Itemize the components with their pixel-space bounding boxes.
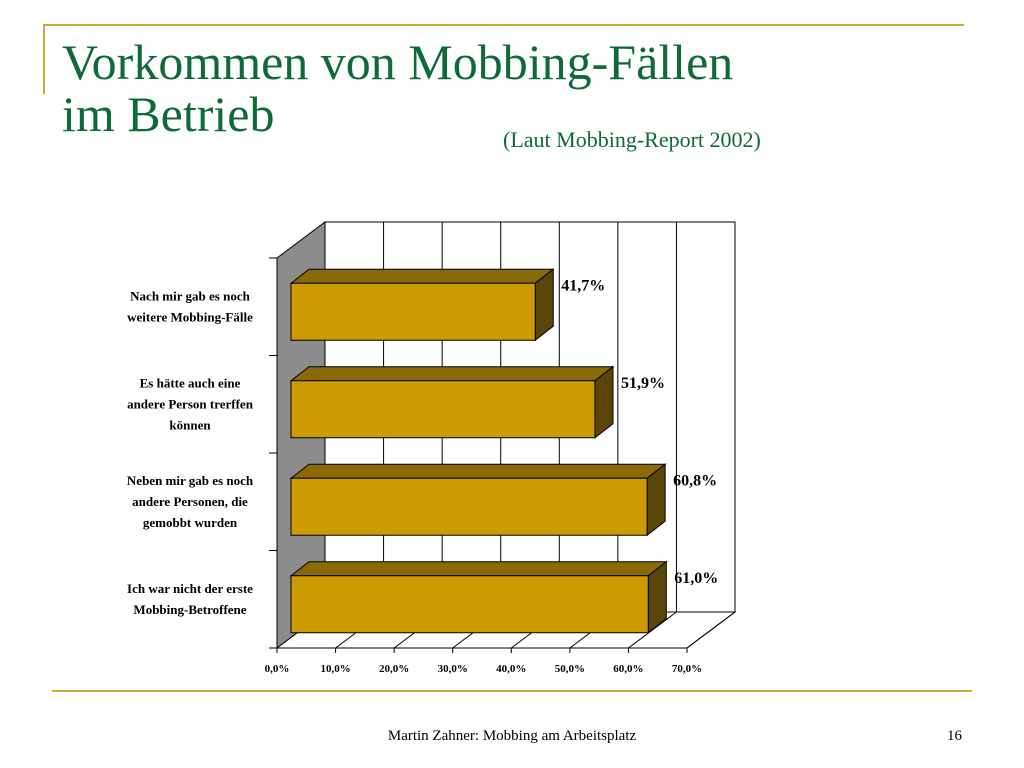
category-label-line: Es hätte auch eine — [140, 375, 241, 390]
x-tick-label: 40,0% — [496, 663, 526, 675]
category-label-line: Neben mir gab es noch — [127, 473, 254, 488]
x-tick-label: 30,0% — [438, 663, 468, 675]
category-label-line: gemobbt wurden — [143, 515, 238, 530]
bar-top-face — [289, 561, 668, 577]
bar — [290, 380, 596, 439]
footer-rule — [52, 690, 972, 692]
footer-text: Martin Zahner: Mobbing am Arbeitsplatz — [387, 728, 637, 744]
category-label: Nach mir gab es noch weitere Mobbing-Fäll… — [127, 288, 253, 324]
title-line-2: im Betrieb — [62, 86, 275, 142]
bar-top-face — [289, 366, 615, 382]
x-tick-label: 60,0% — [613, 663, 643, 675]
category-label-line: andere Person trerffen — [127, 396, 254, 411]
slide-title: Vorkommen von Mobbing-Fällen im Betrieb — [62, 36, 733, 140]
x-tick-label: 10,0% — [320, 663, 350, 675]
category-label-line: können — [169, 417, 211, 432]
title-line-1: Vorkommen von Mobbing-Fällen — [62, 34, 734, 90]
x-tick-label: 0,0% — [265, 663, 290, 675]
bar — [290, 477, 648, 536]
category-label: Neben mir gab es noch andere Personen, di… — [127, 473, 254, 530]
bar-top-face — [289, 268, 555, 284]
bar-value-label: 61,0% — [674, 570, 718, 587]
category-label-line: weitere Mobbing-Fälle — [127, 309, 253, 324]
bar-value-label: 60,8% — [673, 472, 717, 489]
slide-subtitle: (Laut Mobbing-Report 2002) — [503, 127, 761, 152]
x-tick-label: 20,0% — [379, 663, 409, 675]
category-label-line: Ich war nicht der erste — [127, 581, 253, 596]
floor-gridline — [686, 611, 736, 649]
bar — [290, 282, 536, 341]
category-label: Es hätte auch eine andere Person trerffen… — [127, 375, 254, 432]
category-label-line: Nach mir gab es noch — [130, 288, 250, 303]
category-label-line: andere Personen, die — [132, 494, 248, 509]
category-label-line: Mobbing-Betroffene — [133, 602, 246, 617]
bar — [290, 575, 649, 634]
bar-value-label: 41,7% — [561, 277, 605, 294]
frame-left-rule — [43, 24, 45, 94]
frame-top-rule — [43, 24, 964, 26]
page-number: 16 — [947, 728, 962, 744]
bar-top-face — [289, 463, 667, 479]
bar-value-label: 51,9% — [621, 375, 665, 392]
x-tick-label: 70,0% — [672, 663, 702, 675]
x-tick-label: 50,0% — [555, 663, 585, 675]
category-label: Ich war nicht der erste Mobbing-Betroffen… — [127, 581, 253, 617]
